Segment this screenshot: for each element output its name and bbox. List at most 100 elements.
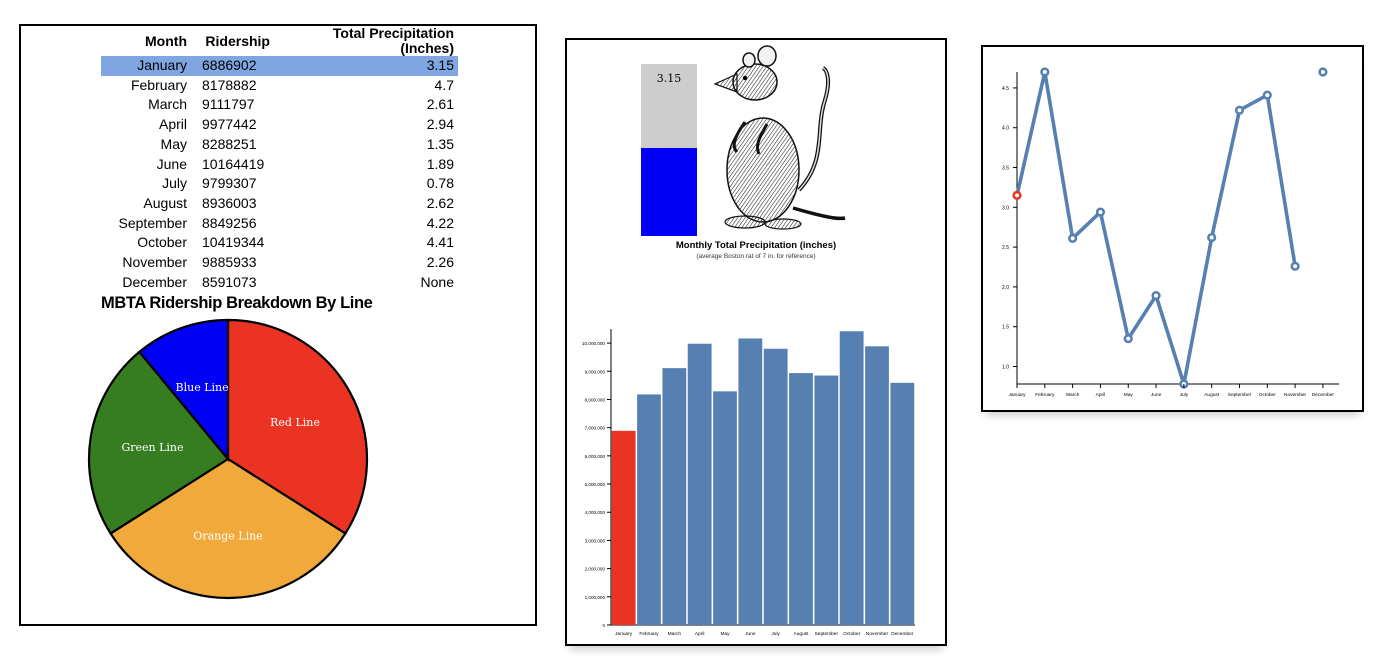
data-point[interactable] (1040, 67, 1050, 77)
bar[interactable] (814, 375, 839, 625)
y-tick-label: 2.0 (1002, 285, 1009, 291)
left-panel: Month Ridership Total Precipitation (Inc… (19, 24, 537, 626)
cell-ridership: 8591073 (202, 273, 257, 290)
x-tick-label: January (615, 631, 633, 637)
bar[interactable] (662, 368, 687, 625)
table-row[interactable]: October 10419344 4.41 (101, 233, 458, 253)
gauge-title: Monthly Total Precipitation (inches) (675, 240, 837, 251)
table-row[interactable]: June 10164419 1.89 (101, 155, 458, 175)
cell-precipitation: 4.41 (426, 234, 454, 251)
table-row[interactable]: January 6886902 3.15 (101, 56, 458, 76)
pie-slice[interactable] (87, 350, 230, 535)
pie-chart-title: MBTA Ridership Breakdown By Line (101, 294, 373, 312)
y-tick-label: 8,000,000 (585, 397, 606, 402)
cell-precipitation: 2.61 (426, 96, 454, 113)
y-tick-label: 1.5 (1002, 325, 1009, 331)
y-tick-label: 2.5 (1002, 245, 1009, 251)
data-point[interactable] (1068, 233, 1078, 243)
data-point[interactable] (1151, 291, 1161, 301)
y-tick-label: 5,000,000 (585, 482, 606, 487)
bar[interactable] (763, 348, 788, 625)
data-point[interactable] (1262, 90, 1272, 100)
cell-month: September (118, 214, 187, 231)
data-point[interactable] (1318, 67, 1328, 77)
bar[interactable] (713, 391, 737, 625)
data-point[interactable] (1207, 232, 1217, 243)
cell-month: May (160, 135, 187, 152)
cell-ridership: 8288251 (202, 135, 257, 152)
x-tick-label: August (1204, 392, 1220, 398)
x-tick-label: March (1066, 392, 1080, 398)
table-row[interactable]: April 9977442 2.94 (101, 115, 458, 135)
pie-slice-label: Green Line (121, 441, 183, 454)
cell-month: October (137, 234, 187, 251)
table-row[interactable]: August 8936003 2.62 (101, 194, 458, 214)
x-tick-label: March (668, 631, 682, 637)
cell-ridership: 9799307 (202, 175, 257, 192)
y-tick-label: 3.5 (1002, 166, 1009, 172)
x-tick-label: December (891, 631, 914, 637)
cell-precipitation: 2.62 (426, 194, 454, 211)
x-tick-label: June (1151, 392, 1162, 398)
cell-ridership: 6886902 (191, 56, 274, 76)
cell-ridership: 9111797 (202, 96, 255, 113)
data-point[interactable] (1123, 334, 1133, 344)
bar[interactable] (687, 343, 712, 625)
bar[interactable] (839, 331, 864, 625)
table-row[interactable]: February 8178882 4.7 (101, 76, 458, 96)
x-tick-label: October (1259, 392, 1276, 398)
precip-line (1015, 70, 1297, 386)
x-tick-label: July (771, 631, 780, 637)
data-point[interactable] (1012, 190, 1022, 200)
data-point[interactable] (1095, 207, 1106, 217)
y-tick-label: 4.0 (1002, 126, 1009, 132)
cell-month: November (122, 254, 187, 271)
precip-gauge: 3.15 (641, 64, 697, 236)
data-point[interactable] (1234, 105, 1245, 115)
x-tick-label: August (794, 631, 810, 637)
x-tick-label: May (720, 631, 730, 637)
cell-ridership: 8178882 (202, 76, 257, 93)
x-tick-label: December (1312, 392, 1335, 398)
x-tick-label: April (695, 631, 705, 637)
table-row[interactable]: November 9885933 2.26 (101, 253, 458, 273)
pie-slice[interactable] (137, 318, 230, 463)
bar[interactable] (637, 394, 661, 625)
cell-month: December (122, 273, 187, 290)
bar[interactable] (789, 373, 813, 625)
bar[interactable] (611, 430, 636, 625)
table-row[interactable]: March 9111797 2.61 (101, 95, 458, 115)
pie-slice[interactable] (109, 457, 347, 600)
x-tick-label: November (866, 631, 889, 637)
cell-precipitation: 0.78 (426, 175, 454, 192)
ridership-table: Month Ridership Total Precipitation (Inc… (101, 26, 458, 292)
x-tick-label: September (1228, 392, 1252, 398)
data-point[interactable] (1290, 261, 1300, 271)
gauge-remaining (641, 64, 697, 148)
table-row[interactable]: July 9799307 0.78 (101, 174, 458, 194)
table-row[interactable]: December 8591073 None (101, 273, 458, 293)
x-tick-label: May (1124, 392, 1134, 398)
table-row[interactable]: May 8288251 1.35 (101, 135, 458, 155)
gauge-fill (641, 148, 697, 236)
bar[interactable] (865, 346, 889, 625)
cell-precipitation: 1.35 (426, 135, 454, 152)
bar[interactable] (738, 338, 763, 625)
bar[interactable] (890, 382, 915, 625)
pie-slice-label: Blue Line (176, 381, 229, 394)
cell-month: March (148, 96, 187, 113)
cell-ridership: 9977442 (202, 116, 257, 133)
x-tick-label: February (1035, 392, 1055, 398)
y-tick-label: 6,000,000 (585, 454, 606, 459)
x-tick-label: July (1180, 392, 1189, 398)
cell-precipitation: 2.26 (426, 254, 454, 271)
cell-ridership: 9885933 (202, 254, 257, 271)
table-row[interactable]: September 8849256 4.22 (101, 214, 458, 234)
cell-precipitation: 4.7 (434, 76, 454, 93)
cell-ridership: 8849256 (202, 214, 257, 231)
y-tick-label: 2,000,000 (585, 567, 606, 572)
cell-precipitation: 1.89 (426, 155, 454, 172)
cell-month: January (101, 56, 191, 76)
x-tick-label: January (1008, 392, 1026, 398)
y-tick-label: 1,000,000 (585, 595, 606, 600)
